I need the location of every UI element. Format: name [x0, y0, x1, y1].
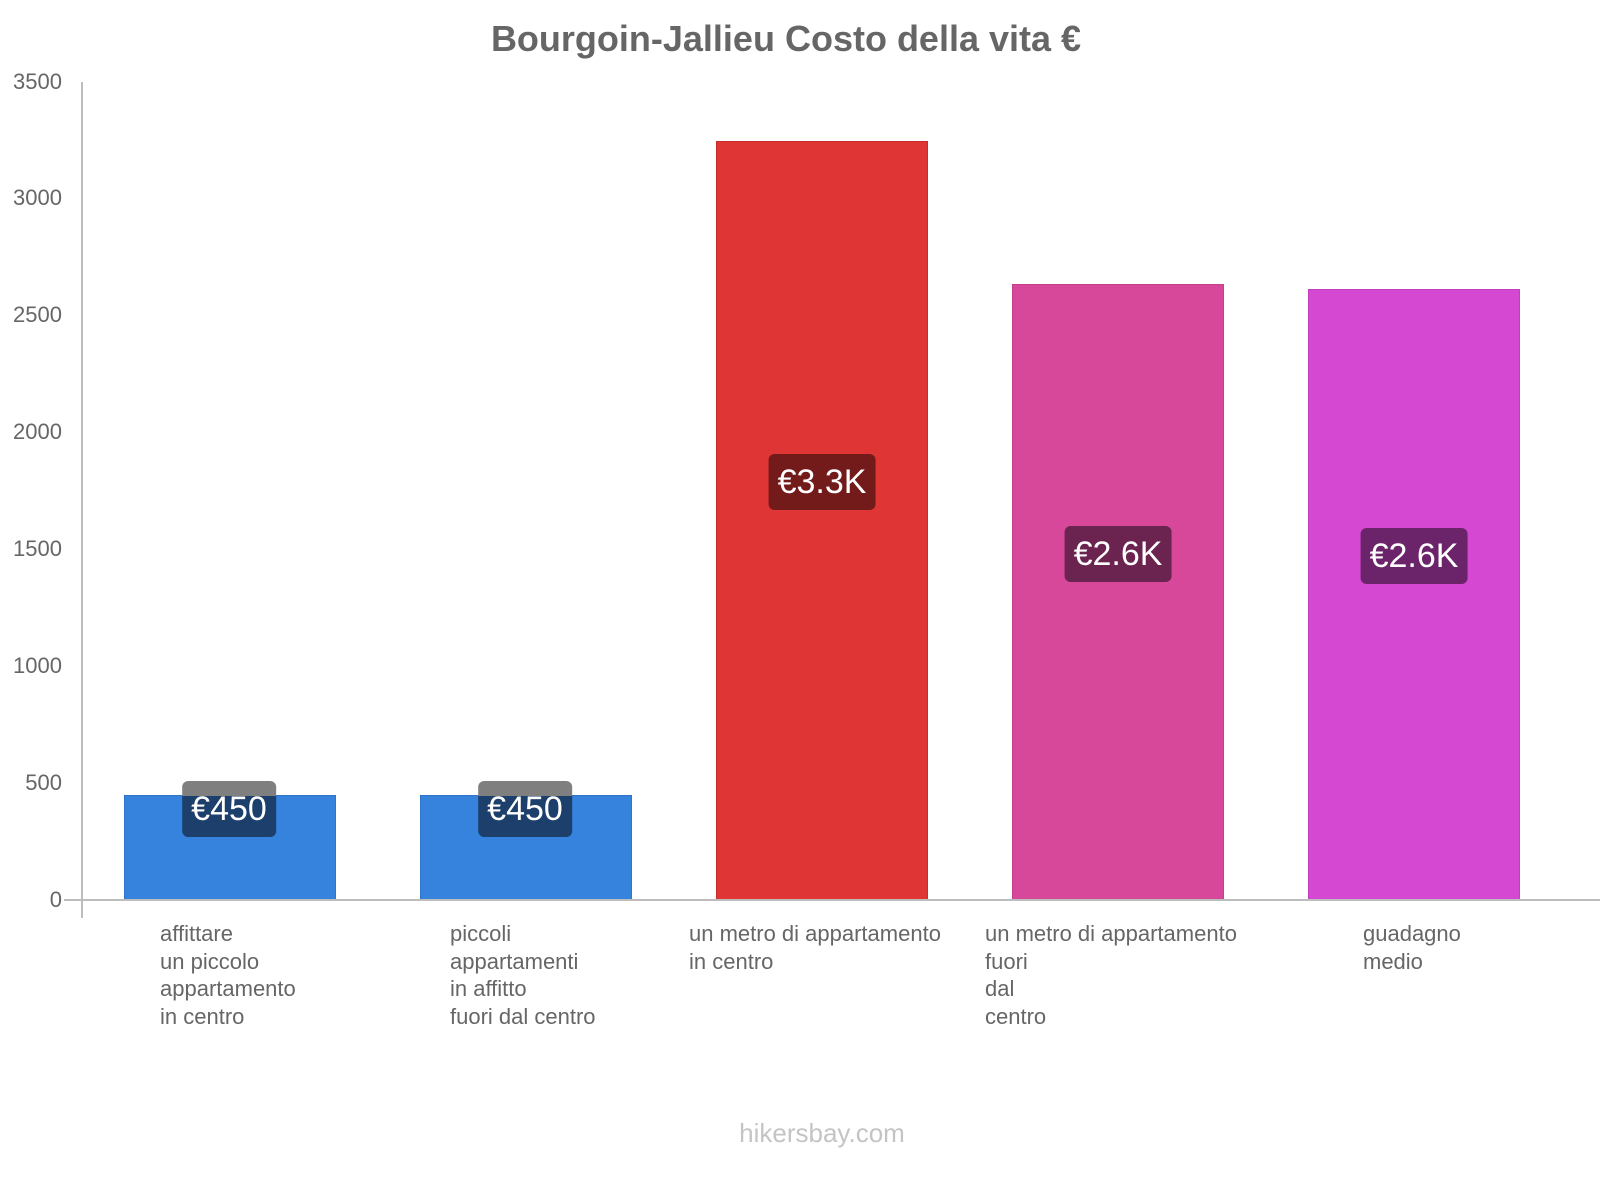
bar-sqm-price-outside	[1012, 284, 1224, 900]
y-tick-1500: 1500	[13, 536, 62, 561]
y-tick-2500: 2500	[13, 302, 62, 327]
x-axis-line	[64, 899, 1600, 901]
y-tick-3500: 3500	[13, 69, 62, 94]
watermark: hikersbay.com	[739, 1118, 905, 1148]
value-label-bar-2: €450	[478, 781, 572, 837]
value-label-bar-1: €450	[182, 781, 276, 837]
y-tick-500: 500	[25, 770, 62, 795]
y-tick-2000: 2000	[13, 419, 62, 444]
y-tick-3000: 3000	[13, 185, 62, 210]
chart-title: Bourgoin-Jallieu Costo della vita €	[490, 18, 1082, 59]
value-label-bar-5: €2.6K	[1360, 528, 1468, 584]
x-label-rent-small-apartments-outside: piccoli appartamenti in affitto fuori da…	[450, 921, 596, 1029]
value-label-bar-3: €3.3K	[768, 454, 876, 510]
bar-sqm-price-center	[716, 141, 928, 900]
y-axis-line	[81, 82, 83, 918]
x-label-average-income: guadagno medio	[1363, 921, 1461, 974]
y-tick-0: 0	[49, 887, 62, 912]
y-tick-1000: 1000	[13, 653, 62, 678]
x-label-rent-small-apartment-center: affittare un piccolo appartamento in cen…	[160, 921, 296, 1029]
bar-average-income	[1308, 289, 1520, 900]
x-label-sqm-price-outside: un metro di appartamento fuori dal centr…	[985, 921, 1237, 1029]
x-label-sqm-price-center: un metro di appartamento in centro	[689, 921, 941, 974]
value-label-bar-4: €2.6K	[1064, 526, 1172, 582]
